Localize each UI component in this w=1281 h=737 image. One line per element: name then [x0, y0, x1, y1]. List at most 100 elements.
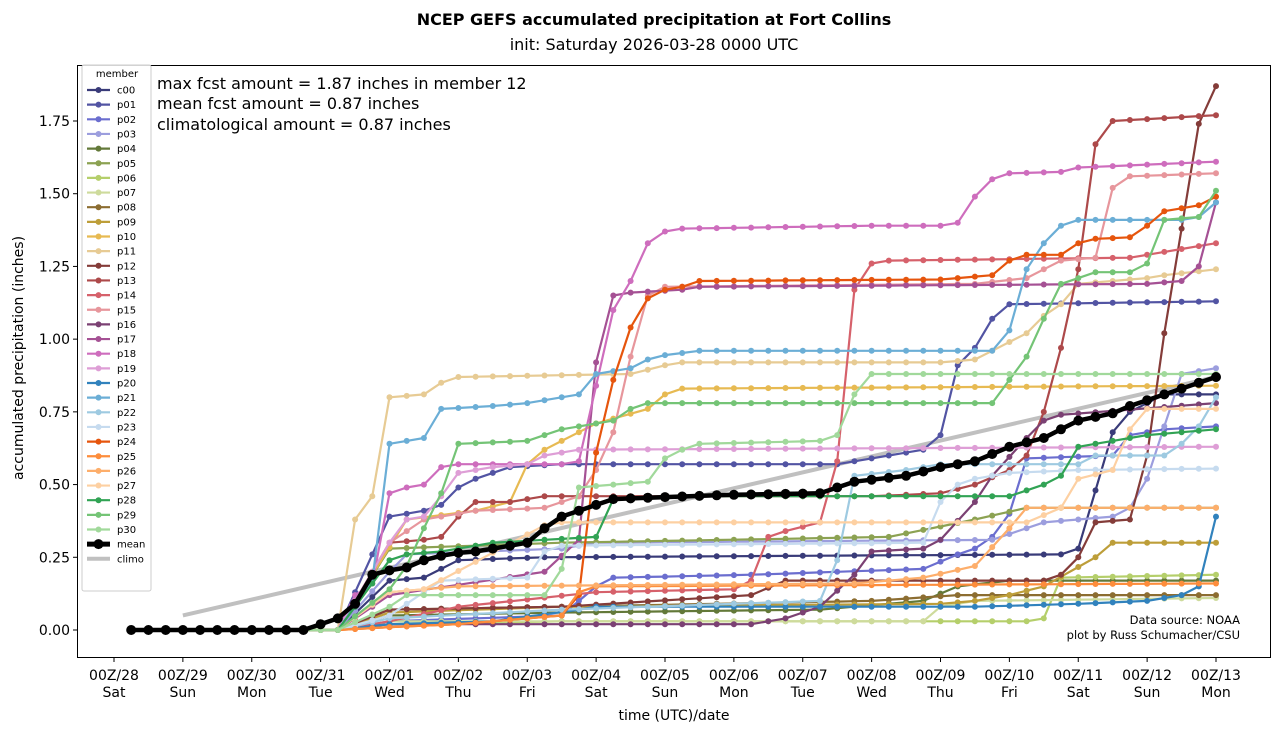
x-tick-label-day: Fri — [519, 685, 536, 701]
data-point-p13 — [438, 533, 445, 540]
data-point-p22 — [1075, 461, 1082, 468]
data-point-p19 — [713, 446, 720, 452]
data-point-p19 — [662, 446, 668, 453]
data-point-p04 — [679, 608, 686, 615]
data-point-p01 — [903, 449, 910, 456]
data-point-p19 — [610, 446, 617, 453]
data-point-p15 — [455, 510, 462, 517]
data-point-p04 — [644, 608, 651, 615]
data-point-p10 — [713, 385, 720, 392]
data-point-p06 — [1178, 572, 1185, 579]
data-point-p27 — [851, 519, 858, 526]
data-point-p15 — [1126, 173, 1133, 180]
legend-marker — [95, 438, 102, 445]
data-point-p25 — [524, 615, 531, 622]
data-point-p03 — [971, 537, 978, 543]
data-point-mean — [901, 470, 912, 481]
data-point-p05 — [782, 535, 789, 542]
data-point-p16 — [799, 609, 806, 616]
data-point-mean — [1124, 401, 1135, 411]
data-point-p01 — [713, 461, 720, 468]
data-point-p16 — [644, 621, 651, 628]
data-point-p21 — [885, 347, 892, 354]
data-point-p25 — [1058, 581, 1064, 588]
data-point-c00 — [386, 577, 393, 584]
data-point-p06 — [989, 618, 996, 625]
data-point-p27 — [627, 519, 634, 526]
data-point-p01 — [1040, 300, 1047, 307]
data-point-p22 — [713, 601, 720, 608]
x-tick-label-day: Mon — [719, 685, 749, 701]
y-tick-label: 1.50 — [39, 187, 70, 203]
data-point-p27 — [1109, 467, 1116, 473]
data-point-p10 — [834, 384, 841, 391]
data-point-p24 — [834, 277, 841, 284]
data-point-p15 — [558, 499, 565, 505]
x-tick-label-day: Sat — [103, 685, 126, 701]
data-point-p24 — [971, 273, 978, 280]
legend-label: p04 — [117, 144, 136, 155]
data-point-c00 — [541, 554, 548, 561]
data-point-mean — [229, 625, 240, 635]
data-point-p27 — [455, 568, 462, 574]
data-point-p14 — [662, 587, 668, 594]
data-point-mean — [832, 482, 843, 493]
legend-item-p27: p27 — [87, 481, 136, 492]
data-point-p24 — [1109, 235, 1116, 242]
data-point-p20 — [1058, 601, 1064, 608]
legend-label: p05 — [117, 159, 136, 170]
data-point-p30 — [1144, 371, 1151, 377]
annotation-climo: climatological amount = 0.87 inches — [157, 115, 451, 134]
data-point-p09 — [1006, 592, 1013, 599]
data-point-p21 — [593, 371, 600, 377]
data-point-p23 — [610, 542, 617, 549]
series-p23 — [128, 465, 1219, 633]
data-point-p26 — [1178, 504, 1185, 511]
data-point-p07 — [1040, 597, 1047, 604]
data-point-p10 — [1058, 383, 1064, 390]
legend-marker — [95, 292, 102, 299]
data-point-p30 — [593, 483, 600, 489]
data-point-p08 — [903, 595, 910, 602]
data-point-p14 — [593, 589, 600, 596]
data-point-p23 — [1144, 466, 1151, 473]
data-point-p13 — [1144, 116, 1151, 123]
data-point-p29 — [868, 400, 875, 407]
data-point-p01 — [403, 510, 410, 517]
data-point-p07 — [1023, 597, 1030, 604]
data-point-p05 — [851, 534, 858, 541]
data-point-p23 — [1006, 469, 1013, 476]
data-point-p17 — [1161, 279, 1168, 286]
legend-marker — [95, 409, 102, 416]
data-point-p22 — [507, 609, 513, 616]
data-point-p20 — [989, 603, 996, 610]
data-point-p22 — [748, 600, 755, 607]
legend-label: p08 — [117, 203, 136, 214]
data-point-p22 — [1213, 394, 1219, 401]
data-point-p24 — [1023, 251, 1030, 258]
legend-label: p12 — [117, 261, 136, 272]
data-point-p21 — [1144, 216, 1151, 223]
data-point-p24 — [713, 277, 720, 284]
data-point-p06 — [1040, 615, 1047, 622]
data-point-p03 — [1161, 423, 1168, 430]
data-point-p22 — [730, 600, 737, 607]
data-point-p28 — [1040, 481, 1047, 488]
data-point-mean — [608, 494, 619, 505]
data-point-p12 — [662, 597, 668, 604]
data-point-p11 — [748, 359, 755, 366]
data-point-p23 — [765, 541, 772, 547]
data-point-mean — [746, 489, 757, 500]
data-point-p26 — [834, 580, 841, 587]
data-point-p18 — [1126, 162, 1133, 169]
data-point-p03 — [1075, 516, 1082, 523]
data-point-p20 — [834, 603, 841, 610]
data-point-p22 — [644, 603, 651, 610]
data-point-p26 — [903, 576, 910, 583]
data-point-p10 — [748, 385, 755, 392]
x-tick-label-time: 00Z/07 — [778, 668, 828, 684]
data-point-p18 — [851, 223, 858, 229]
data-point-p14 — [782, 528, 789, 535]
data-point-p27 — [644, 519, 651, 526]
data-point-p05 — [438, 543, 445, 550]
